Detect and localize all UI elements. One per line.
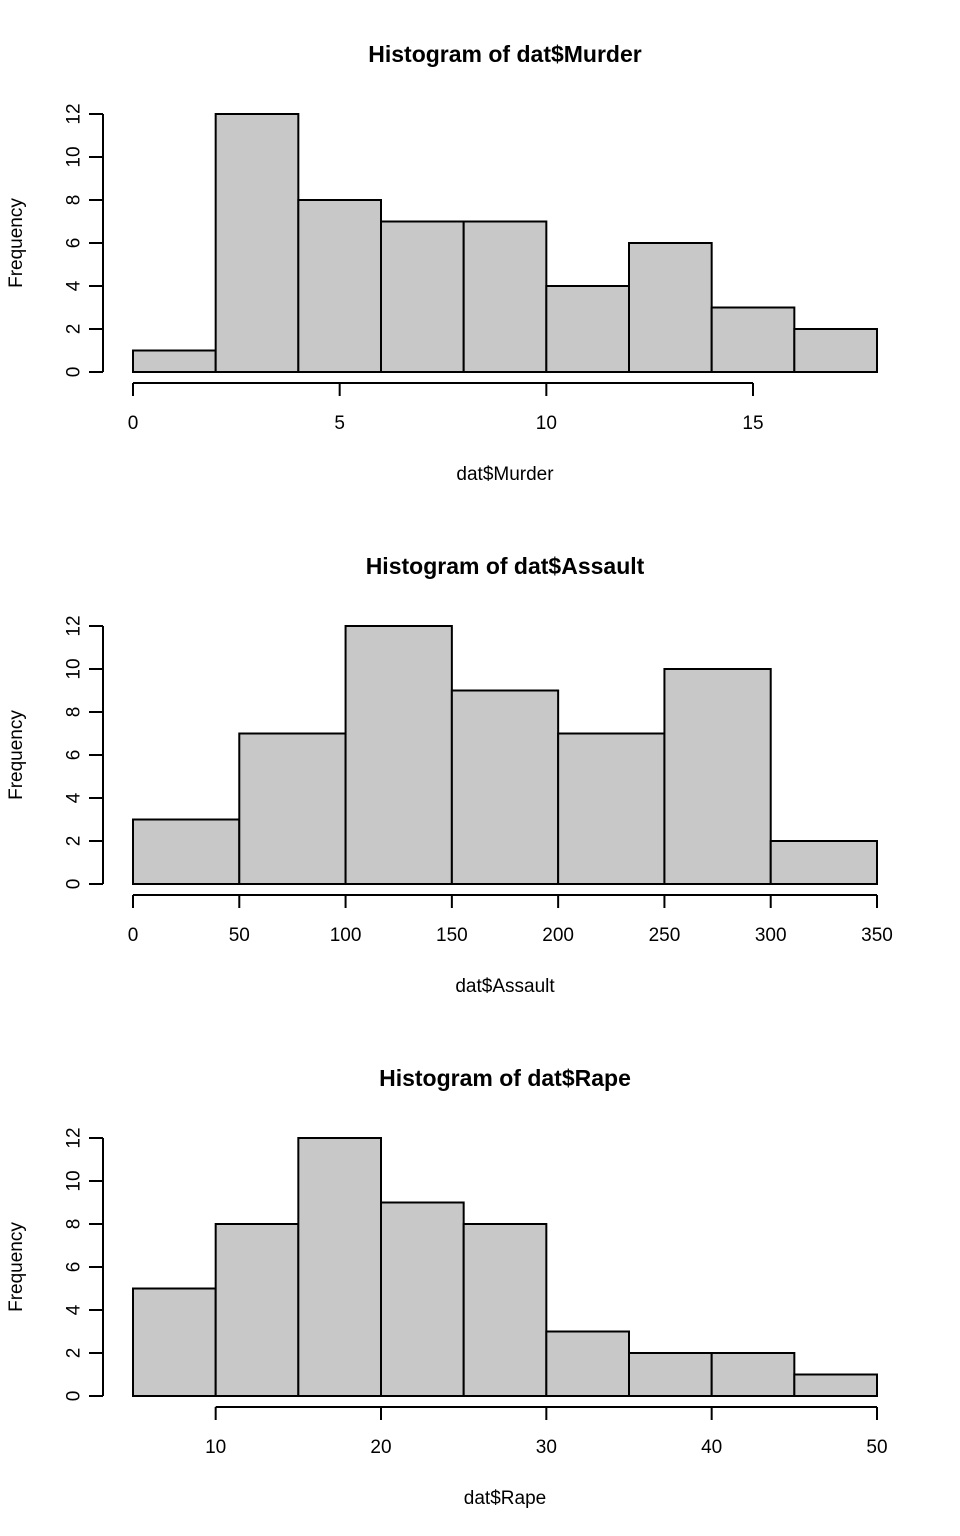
y-tick-label: 4 (64, 280, 85, 291)
x-tick-label: 5 (334, 413, 345, 434)
x-axis-label: dat$Rape (464, 1488, 546, 1509)
y-tick-label: 8 (64, 195, 85, 206)
histogram-bar (545, 1330, 630, 1397)
histogram-bar (214, 1223, 300, 1397)
y-tick-label: 4 (64, 792, 85, 803)
x-tick-label: 10 (536, 413, 557, 434)
x-axis-label: dat$Murder (456, 464, 554, 485)
y-tick-label: 2 (64, 1348, 85, 1359)
histogram-bar (132, 818, 241, 885)
y-axis-label: Frequency (6, 710, 27, 800)
y-tick-label: 12 (64, 1127, 85, 1148)
y-tick-label: 0 (64, 879, 85, 890)
y-tick-label: 10 (64, 146, 85, 167)
x-tick-label: 100 (330, 925, 362, 946)
x-tick-label: 0 (128, 413, 139, 434)
chart-title: Histogram of dat$Murder (368, 41, 642, 67)
histogram-bar (380, 1201, 465, 1397)
x-tick-label: 300 (755, 925, 787, 946)
histogram-panel: Histogram of dat$Rape 0 2 4 6 8 10 12 Frequency 1… (6, 1065, 888, 1509)
x-tick-label: 200 (542, 925, 574, 946)
histogram-bar (344, 625, 453, 885)
histogram-panel: Histogram of dat$Assault 0 2 4 6 8 10 12 Frequen… (6, 553, 893, 997)
x-axis-label: dat$Assault (455, 976, 555, 997)
y-tick-label: 12 (64, 615, 85, 636)
x-tick-label: 15 (742, 413, 763, 434)
x-tick-label: 10 (205, 1437, 226, 1458)
y-tick-label: 8 (64, 1219, 85, 1230)
y-tick-label: 4 (64, 1304, 85, 1315)
y-tick-label: 6 (64, 1262, 85, 1273)
x-tick-label: 350 (861, 925, 893, 946)
y-tick-label: 6 (64, 238, 85, 249)
y-tick-label: 0 (64, 367, 85, 378)
histogram-bar (710, 1352, 796, 1397)
histogram-bar (557, 732, 666, 885)
y-axis-label: Frequency (6, 1222, 27, 1312)
histogram-bar (238, 732, 347, 885)
x-tick-label: 50 (229, 925, 250, 946)
x-tick-label: 0 (128, 925, 139, 946)
histogram-bar (380, 220, 465, 373)
histogram-bar (545, 285, 630, 373)
histogram-bar (628, 242, 713, 373)
histogram-bar (628, 1352, 713, 1397)
x-tick-label: 20 (370, 1437, 391, 1458)
y-tick-label: 6 (64, 750, 85, 761)
y-tick-label: 8 (64, 707, 85, 718)
x-tick-label: 50 (866, 1437, 887, 1458)
y-tick-label: 2 (64, 324, 85, 335)
y-tick-label: 10 (64, 1170, 85, 1191)
histogram-bar (769, 840, 879, 885)
x-tick-label: 250 (649, 925, 681, 946)
histogram-bar (214, 113, 300, 373)
histogram-bar (462, 220, 548, 373)
y-tick-label: 12 (64, 103, 85, 124)
histogram-bar (793, 1373, 878, 1397)
histogram-bar (132, 1287, 217, 1397)
histogram-panel: Histogram of dat$Murder 0 2 4 6 8 10 12 Frequenc… (6, 41, 878, 485)
chart-title: Histogram of dat$Rape (379, 1065, 631, 1091)
chart-title: Histogram of dat$Assault (366, 553, 645, 579)
x-tick-label: 150 (436, 925, 468, 946)
histogram-bar (297, 199, 383, 373)
histogram-bar (462, 1223, 548, 1397)
y-tick-label: 2 (64, 836, 85, 847)
y-axis-label: Frequency (6, 198, 27, 288)
histogram-bar (297, 1137, 383, 1397)
x-tick-label: 40 (701, 1437, 722, 1458)
y-tick-label: 0 (64, 1391, 85, 1402)
histogram-bar (793, 328, 878, 373)
histogram-bar (132, 349, 217, 373)
histogram-bar (663, 668, 772, 885)
histogram-bar (450, 689, 560, 885)
histogram-bar (710, 306, 796, 373)
y-tick-label: 10 (64, 658, 85, 679)
x-tick-label: 30 (536, 1437, 557, 1458)
